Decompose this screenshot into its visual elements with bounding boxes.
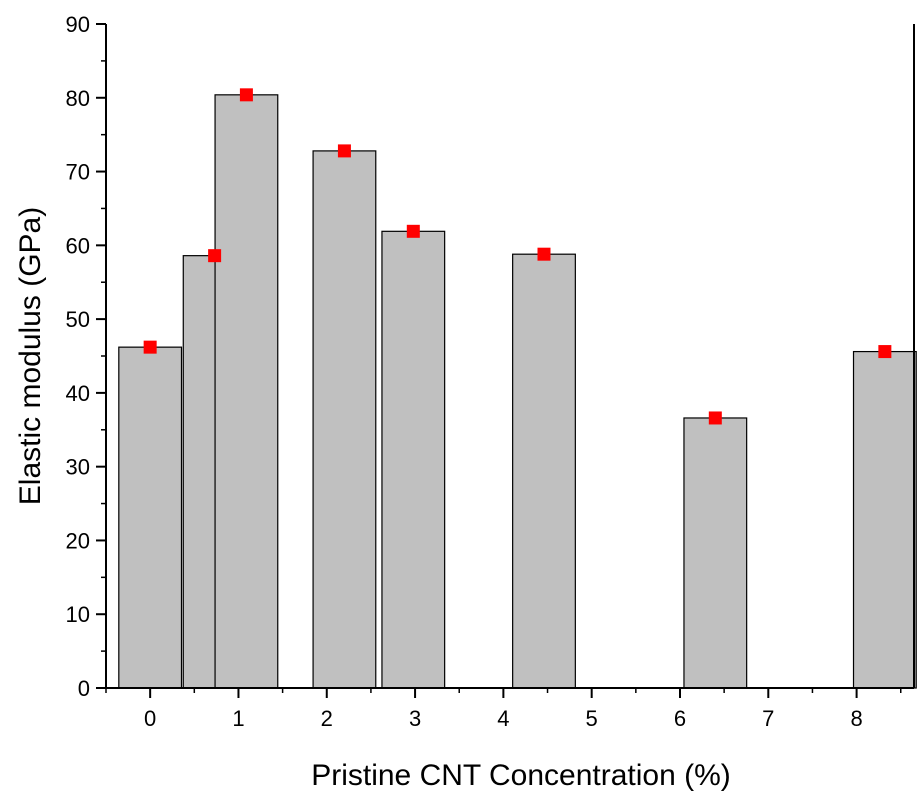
data-point-marker-5 — [537, 247, 551, 261]
x-tick-label-6: 6 — [674, 706, 686, 731]
axes-layer — [96, 23, 915, 698]
bars-layer — [118, 94, 917, 689]
y-tick-label-1: 10 — [66, 602, 90, 627]
bar-5 — [512, 253, 576, 689]
x-tick-label-2: 2 — [321, 706, 333, 731]
data-point-marker-7 — [878, 345, 892, 359]
markers-layer — [143, 88, 892, 425]
data-point-marker-2 — [239, 88, 253, 102]
bar-4 — [381, 230, 446, 689]
x-tick-label-0: 0 — [144, 706, 156, 731]
y-tick-label-9: 90 — [66, 12, 90, 37]
y-tick-label-5: 50 — [66, 307, 90, 332]
bar-7 — [852, 350, 917, 689]
x-tick-label-1: 1 — [232, 706, 244, 731]
bar-3 — [312, 150, 377, 689]
y-axis-title: Elastic modulus (GPa) — [14, 207, 47, 505]
bar-6 — [683, 417, 748, 689]
y-tick-label-3: 30 — [66, 455, 90, 480]
x-tick-label-4: 4 — [497, 706, 509, 731]
data-point-marker-6 — [708, 411, 722, 425]
y-tick-label-6: 60 — [66, 233, 90, 258]
y-tick-label-7: 70 — [66, 160, 90, 185]
data-point-marker-4 — [406, 224, 420, 238]
x-tick-label-7: 7 — [762, 706, 774, 731]
x-axis-title: Pristine CNT Concentration (%) — [311, 759, 731, 792]
y-tick-label-4: 40 — [66, 381, 90, 406]
y-tick-label-0: 0 — [78, 676, 90, 701]
x-tick-label-5: 5 — [586, 706, 598, 731]
data-point-marker-1 — [208, 249, 222, 263]
x-tick-label-3: 3 — [409, 706, 421, 731]
bar-2 — [214, 94, 279, 689]
bar-0 — [118, 346, 183, 689]
data-point-marker-3 — [337, 144, 351, 158]
y-tick-label-2: 20 — [66, 528, 90, 553]
x-tick-label-8: 8 — [850, 706, 862, 731]
y-tick-label-8: 80 — [66, 86, 90, 111]
data-point-marker-0 — [143, 340, 157, 354]
labels-layer: 0 10 20 30 40 50 60 70 80 90 0 1 2 3 4 5 6 7 8 — [66, 12, 863, 731]
